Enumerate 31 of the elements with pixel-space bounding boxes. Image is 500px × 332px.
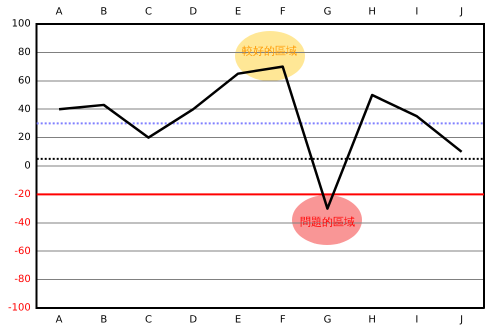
x-tick-label: I: [415, 6, 418, 18]
x-tick-label: D: [189, 6, 198, 18]
category-label: B: [100, 314, 108, 326]
x-tick-label: F: [280, 6, 286, 18]
x-tick-label: G: [324, 6, 332, 18]
y-tick-label: -60: [14, 246, 31, 257]
y-tick-label: 40: [18, 104, 31, 115]
x-tick-label: B: [100, 6, 108, 18]
category-label: I: [415, 314, 418, 326]
category-label: H: [368, 314, 376, 326]
category-label: C: [145, 314, 152, 326]
y-tick-label: -40: [14, 217, 31, 228]
x-tick-label: C: [145, 6, 152, 18]
y-tick-label: 0: [24, 160, 31, 172]
y-tick-label: 20: [18, 132, 31, 144]
x-tick-label: A: [56, 6, 63, 18]
x-tick-label: E: [234, 6, 242, 18]
x-tick-label: J: [459, 6, 464, 18]
category-label: D: [189, 314, 198, 326]
category-label: A: [56, 314, 62, 326]
y-tick-label: -20: [14, 188, 31, 200]
y-tick-label: -100: [8, 302, 31, 314]
y-tick-label: 100: [12, 18, 31, 30]
y-tick-label: 80: [18, 46, 31, 58]
category-label: F: [280, 314, 286, 326]
x-tick-label: H: [368, 6, 376, 18]
category-label: G: [324, 314, 332, 326]
category-label: E: [234, 314, 242, 326]
category-label: J: [460, 314, 464, 326]
y-tick-label: -80: [14, 274, 31, 286]
y-tick-label: 60: [18, 75, 31, 86]
